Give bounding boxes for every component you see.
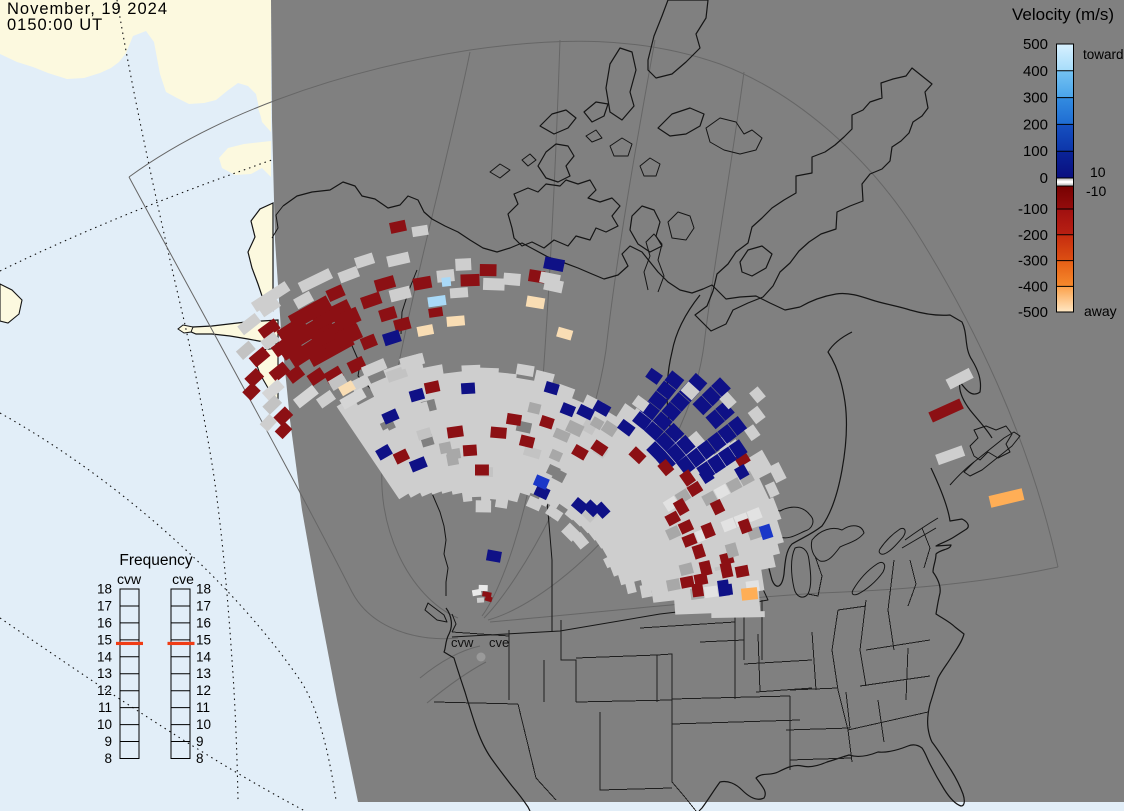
svg-text:15: 15	[196, 632, 211, 647]
svg-text:17: 17	[97, 599, 112, 614]
svg-text:-10: -10	[1086, 183, 1106, 199]
svg-text:13: 13	[97, 666, 112, 681]
svg-text:cvw: cvw	[117, 571, 142, 587]
svg-text:10: 10	[1090, 164, 1106, 180]
svg-text:Frequency: Frequency	[119, 552, 192, 569]
svg-text:14: 14	[97, 649, 113, 664]
svg-text:-500: -500	[1018, 304, 1048, 321]
svg-text:15: 15	[97, 632, 112, 647]
svg-text:November, 19 2024: November, 19 2024	[7, 0, 168, 18]
svg-text:Velocity (m/s): Velocity (m/s)	[1012, 5, 1114, 24]
svg-text:cvw: cvw	[451, 635, 474, 650]
svg-text:16: 16	[97, 615, 112, 630]
svg-text:-300: -300	[1018, 253, 1048, 270]
svg-text:-400: -400	[1018, 278, 1048, 295]
svg-text:cve: cve	[172, 571, 194, 587]
svg-text:500: 500	[1023, 36, 1048, 53]
svg-text:12: 12	[196, 683, 211, 698]
svg-text:toward: toward	[1083, 47, 1124, 62]
svg-text:11: 11	[98, 700, 112, 715]
svg-text:100: 100	[1023, 143, 1048, 160]
svg-text:cve: cve	[489, 635, 509, 650]
svg-text:9: 9	[196, 734, 204, 749]
svg-text:10: 10	[196, 717, 211, 732]
svg-text:-100: -100	[1018, 201, 1048, 218]
svg-text:9: 9	[104, 734, 112, 749]
svg-text:0150:00 UT: 0150:00 UT	[7, 16, 103, 34]
svg-text:12: 12	[97, 683, 112, 698]
svg-text:400: 400	[1023, 63, 1048, 80]
svg-text:300: 300	[1023, 90, 1048, 107]
svg-text:14: 14	[196, 649, 212, 664]
svg-text:10: 10	[97, 717, 112, 732]
svg-text:8: 8	[196, 751, 204, 766]
svg-text:0: 0	[1040, 170, 1048, 187]
svg-text:away: away	[1084, 303, 1117, 319]
svg-text:-200: -200	[1018, 227, 1048, 244]
svg-text:8: 8	[104, 751, 112, 766]
svg-text:16: 16	[196, 615, 211, 630]
svg-text:18: 18	[196, 582, 211, 597]
svg-text:11: 11	[196, 700, 210, 715]
svg-text:200: 200	[1023, 116, 1048, 133]
svg-text:17: 17	[196, 599, 211, 614]
svg-text:18: 18	[97, 582, 112, 597]
svg-text:13: 13	[196, 666, 211, 681]
